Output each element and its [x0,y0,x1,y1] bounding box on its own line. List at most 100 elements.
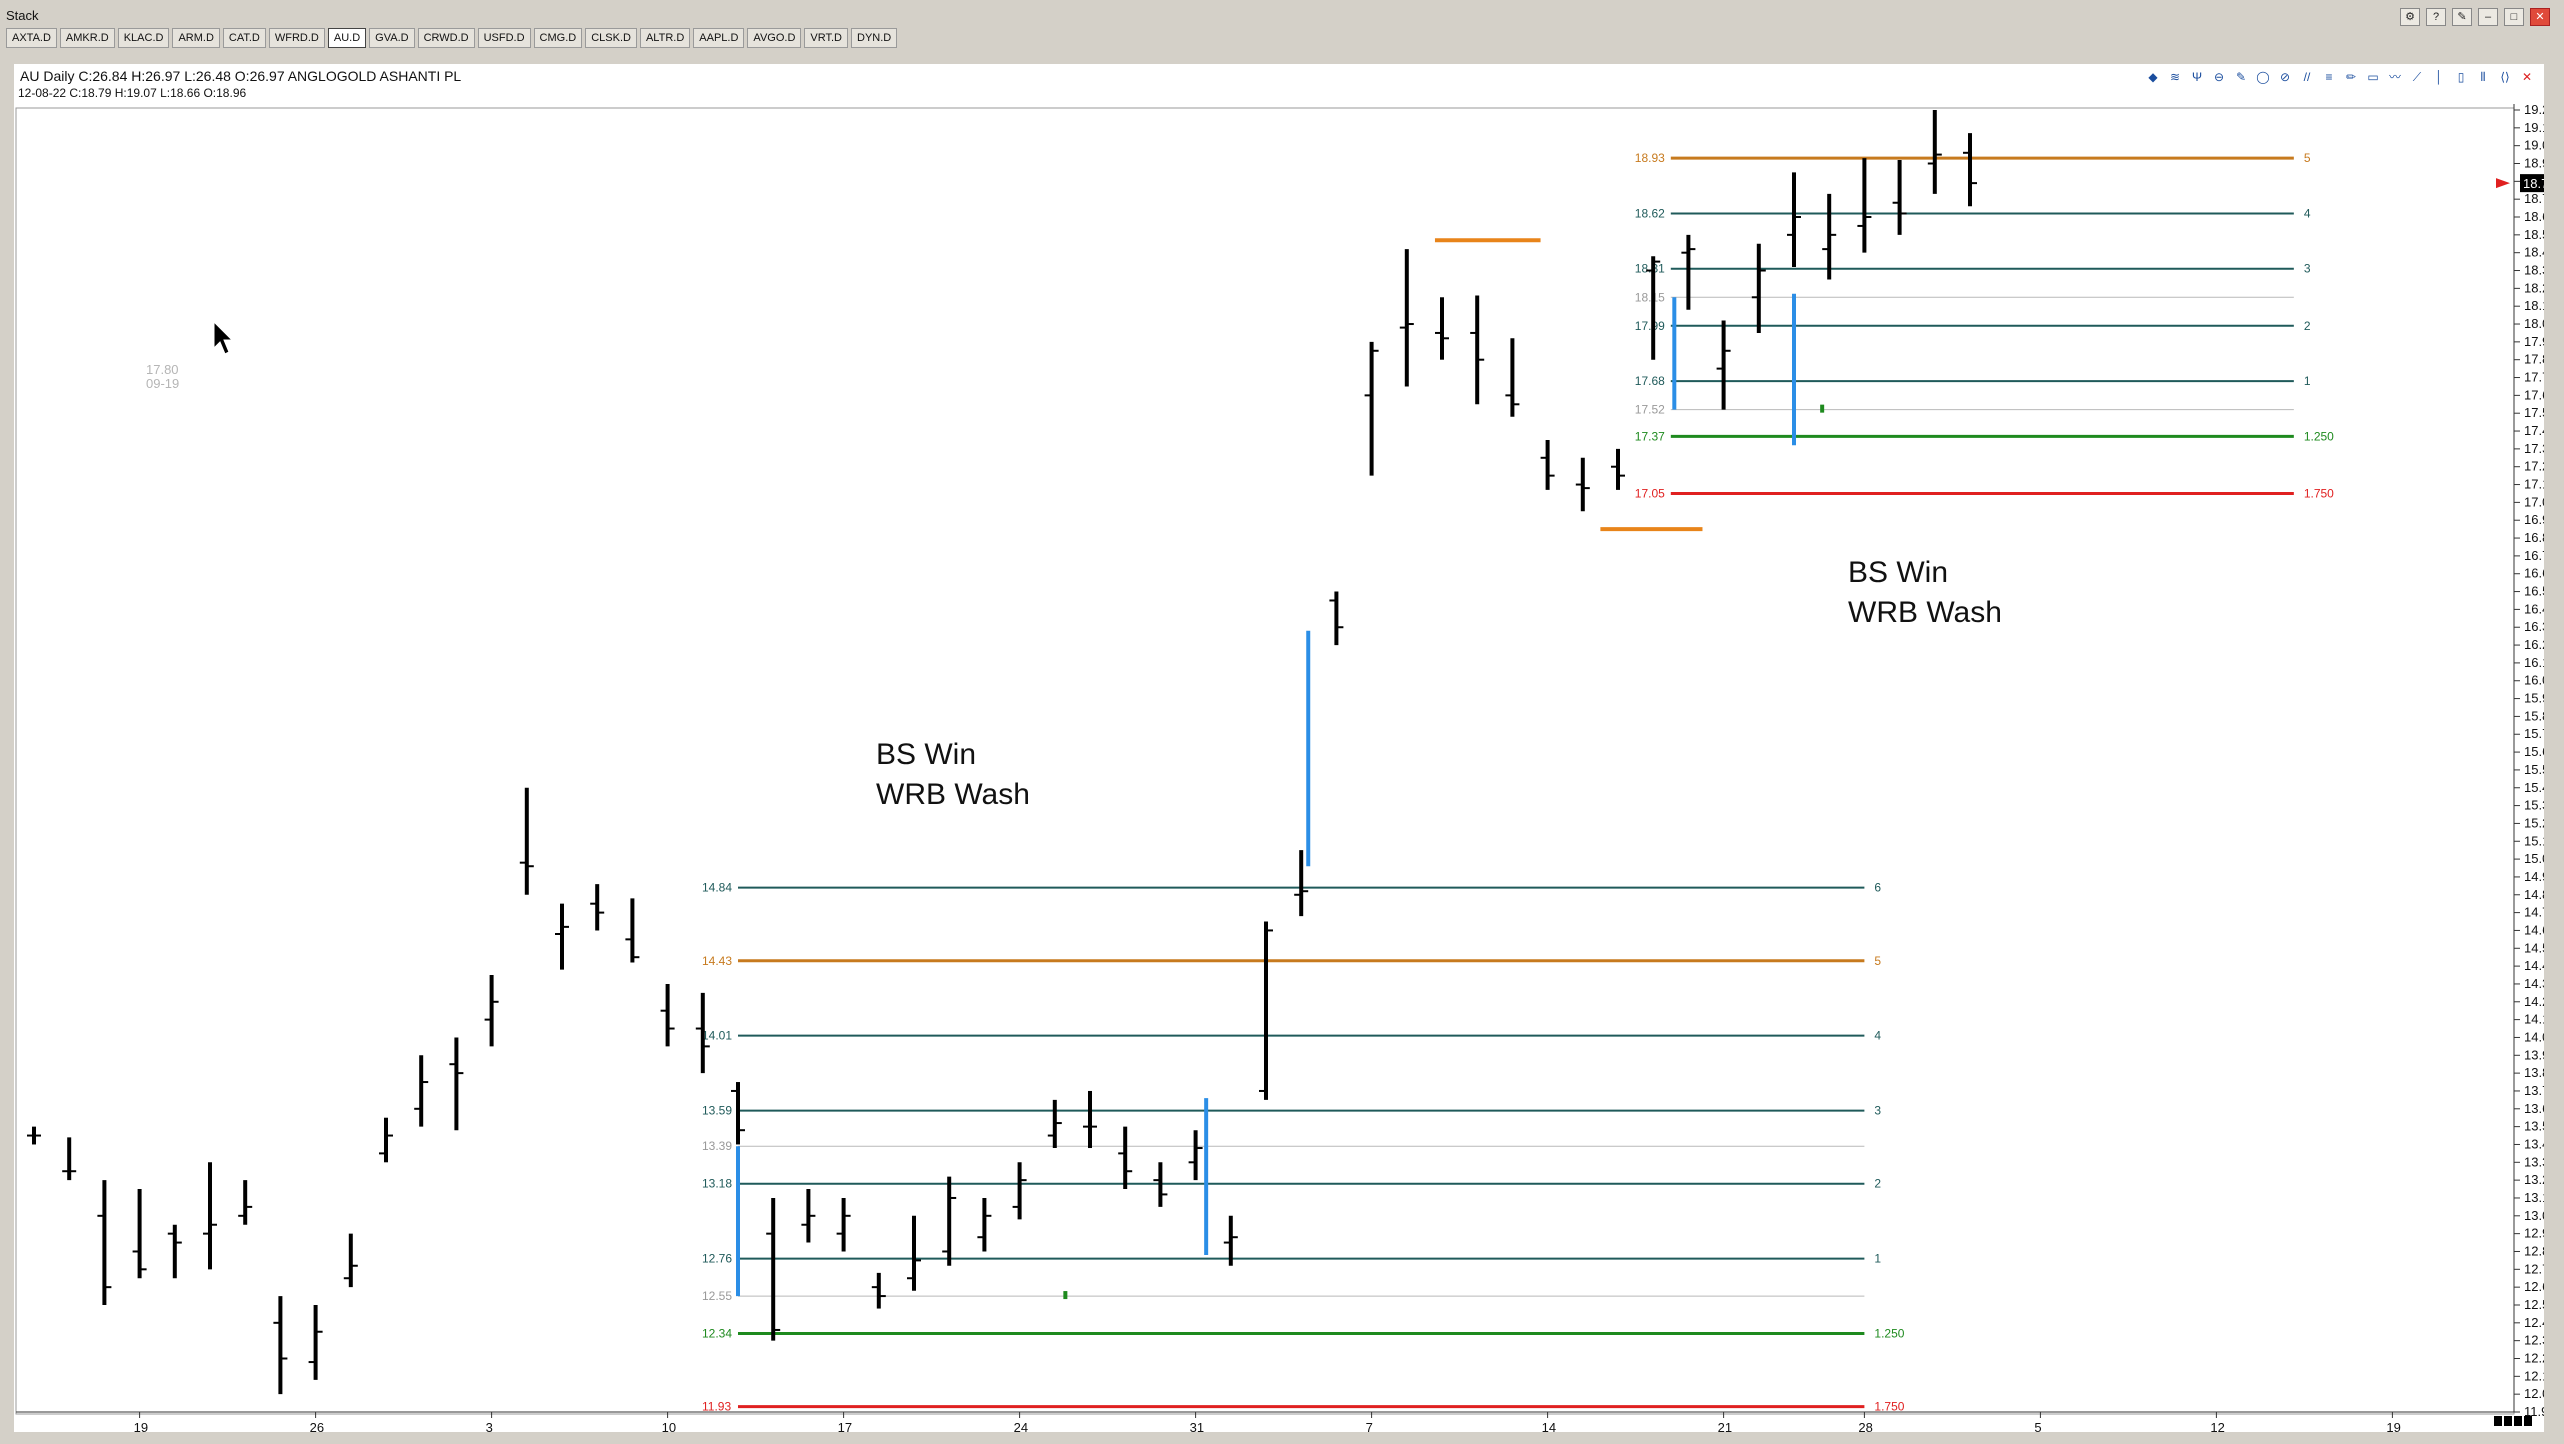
y-tick-label: 16.20 [2524,637,2544,652]
parallel-lines-icon[interactable]: // [2303,70,2311,84]
price-level-label: 14.01 [702,1029,732,1043]
symbol-tab[interactable]: ALTR.D [639,28,691,48]
price-chart[interactable]: 11.90 12.00 12.10 12.20 12.30 12.40 12.50 12.60… [14,64,2544,1432]
symbol-tab[interactable]: DYN.D [851,28,898,48]
scroll-block [2504,1416,2512,1426]
y-tick-label: 17.40 [2524,423,2544,438]
annotation-text: WRB Wash [876,778,1030,811]
price-level-label: 18.93 [1635,151,1665,165]
y-tick-label: 19.00 [2524,138,2544,153]
price-level-right-label: 1.750 [2304,486,2334,500]
rectangle-icon[interactable]: ▭ [2367,70,2379,84]
split-icon[interactable]: ⫴ [2480,70,2486,84]
circle-icon[interactable]: ◯ [2256,70,2270,84]
y-tick-label: 15.10 [2524,833,2544,848]
symbol-tab[interactable]: AVGO.D [747,28,802,48]
ghost-date-label: 09-19 [146,376,179,391]
price-level-right-label: 4 [2304,206,2311,220]
symbol-tab[interactable]: USFD.D [477,28,531,48]
y-tick-label: 14.20 [2524,994,2544,1009]
code-icon[interactable]: ⟨⟩ [2500,70,2510,84]
price-level-label: 13.59 [702,1104,732,1118]
y-tick-label: 18.30 [2524,263,2544,278]
price-level-right-label: 3 [1874,1104,1881,1118]
x-tick-label: 7 [1366,1420,1373,1432]
y-tick-label: 14.50 [2524,940,2544,955]
settings-icon[interactable]: ⚙ [2400,8,2420,26]
help-icon[interactable]: ? [2426,8,2446,26]
layers-icon[interactable]: ◆ [2148,70,2158,84]
symbol-tab[interactable]: CLSK.D [585,28,637,48]
x-tick-label: 17 [838,1420,852,1432]
y-tick-label: 13.80 [2524,1065,2544,1080]
close-icon[interactable]: ✕ [2530,8,2550,26]
y-tick-label: 16.10 [2524,655,2544,670]
y-tick-label: 18.50 [2524,227,2544,242]
mouse-cursor-icon [213,320,234,355]
tools-icon[interactable]: ✎ [2452,8,2472,26]
y-tick-label: 15.70 [2524,726,2544,741]
brush-icon[interactable]: ✎ [2235,70,2247,84]
y-tick-label: 14.80 [2524,887,2544,902]
symbol-tab[interactable]: AU.D [327,28,367,48]
maximize-icon[interactable]: □ [2504,8,2524,26]
minimize-icon[interactable]: – [2478,8,2498,26]
y-tick-label: 14.00 [2524,1029,2544,1044]
lock-icon[interactable]: ▯ [2457,70,2465,84]
price-level-label: 17.05 [1635,486,1665,500]
symbol-tab[interactable]: VRT.D [804,28,848,48]
y-tick-label: 13.60 [2524,1101,2544,1116]
chart-header: AU Daily C:26.84 H:26.97 L:26.48 O:26.97… [20,68,462,84]
symbol-tab[interactable]: CRWD.D [417,28,475,48]
y-tick-label: 18.40 [2524,245,2544,260]
y-tick-label: 16.30 [2524,619,2544,634]
wave-icon[interactable]: ≋ [2169,70,2181,84]
plot-frame [15,107,2515,1415]
y-tick-label: 17.10 [2524,477,2544,492]
y-tick-label: 14.70 [2524,905,2544,920]
y-tick-label: 16.40 [2524,601,2544,616]
y-tick-label: 16.70 [2524,548,2544,563]
price-level-right-label: 6 [1874,881,1881,895]
y-tick-label: 13.10 [2524,1190,2544,1205]
symbol-tab[interactable]: WFRD.D [268,28,325,48]
y-tick-label: 14.30 [2524,976,2544,991]
last-price-box [2520,174,2544,193]
x-tick-label: 26 [310,1420,324,1432]
y-tick-label: 13.00 [2524,1208,2544,1223]
y-tick-label: 17.90 [2524,334,2544,349]
drawing-toolbar: ◆ ≋ Ψ ⊖ ✎ ◯ ⊘ // ≡ ✏ ▭ 〰 ⟋ │ ▯ ⫴ ⟨⟩ ✕ [2144,68,2536,86]
y-tick-label: 16.00 [2524,673,2544,688]
symbol-tab[interactable]: CAT.D [222,28,266,48]
price-level-right-label: 5 [1874,954,1881,968]
symbol-tab[interactable]: AXTA.D [6,28,57,48]
price-level-label: 18.31 [1635,262,1665,276]
y-tick-label: 18.60 [2524,209,2544,224]
symbol-tab[interactable]: CMG.D [533,28,583,48]
y-tick-label: 17.60 [2524,387,2544,402]
price-level-label: 13.18 [702,1177,732,1191]
close-chart-icon[interactable]: ✕ [2521,70,2533,84]
y-tick-label: 12.20 [2524,1350,2544,1365]
minus-circle-icon[interactable]: ⊖ [2213,70,2225,84]
symbol-tab[interactable]: ARM.D [172,28,220,48]
vertical-line-icon[interactable]: │ [2435,70,2443,84]
price-level-right-label: 4 [1874,1029,1881,1043]
pencil-icon[interactable]: ✏ [2345,70,2357,84]
y-tick-label: 17.20 [2524,459,2544,474]
symbol-tab[interactable]: KLAC.D [117,28,170,48]
pitchfork-icon[interactable]: Ψ [2191,70,2203,84]
price-level-right-label: 1.250 [1874,1327,1904,1341]
trend-line-icon[interactable]: ⟋ [2412,70,2422,84]
symbol-tab[interactable]: AMKR.D [59,28,115,48]
x-tick-label: 12 [2210,1420,2224,1432]
slash-icon[interactable]: ⊘ [2279,70,2291,84]
fib-icon[interactable]: ≡ [2325,70,2333,84]
price-level-label: 18.15 [1635,290,1665,304]
x-tick-label: 28 [1858,1420,1872,1432]
price-level-label: 18.62 [1635,206,1665,220]
price-level-label: 14.43 [702,954,732,968]
zigzag-icon[interactable]: 〰 [2388,70,2401,84]
symbol-tab[interactable]: GVA.D [369,28,415,48]
symbol-tab[interactable]: AAPL.D [693,28,745,48]
